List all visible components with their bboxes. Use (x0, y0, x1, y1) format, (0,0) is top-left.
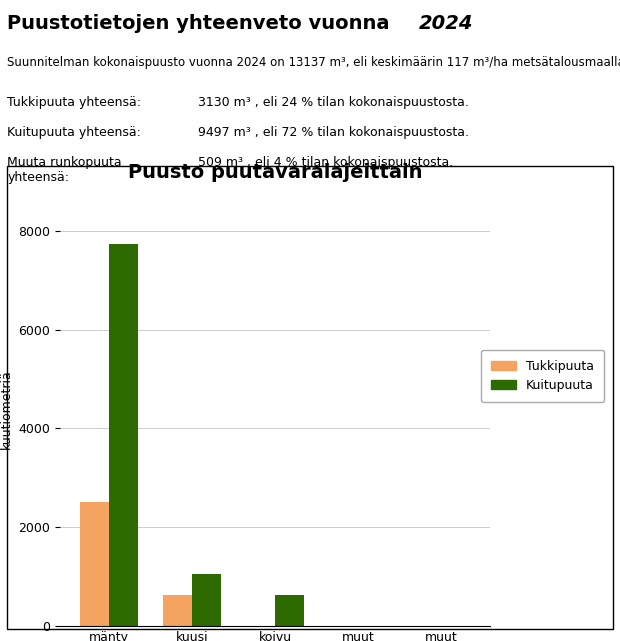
Bar (192, 574, 221, 626)
Text: 9497 m³ , eli 72 % tilan kokonaispuustosta.: 9497 m³ , eli 72 % tilan kokonaispuustos… (198, 126, 469, 139)
Text: Kuitupuuta yhteensä:: Kuitupuuta yhteensä: (7, 126, 141, 139)
Text: 509 m³ , eli 4 % tilan kokonaispuustosta.: 509 m³ , eli 4 % tilan kokonaispuustosta… (198, 156, 454, 169)
Text: Puustotietojen yhteenveto vuonna: Puustotietojen yhteenveto vuonna (7, 14, 397, 33)
Text: 2024: 2024 (418, 14, 473, 33)
Legend: Tukkipuuta, Kuitupuuta: Tukkipuuta, Kuitupuuta (481, 350, 604, 402)
Y-axis label: kuutiometriä: kuutiometriä (0, 369, 13, 449)
Bar (79, 501, 108, 626)
Text: Tukkipuuta yhteensä:: Tukkipuuta yhteensä: (7, 96, 141, 109)
Text: 3130 m³ , eli 24 % tilan kokonaispuustosta.: 3130 m³ , eli 24 % tilan kokonaispuustos… (198, 96, 469, 109)
Text: Suunnitelman kokonaispuusto vuonna 2024 on 13137 m³, eli keskimäärin 117 m³/ha m: Suunnitelman kokonaispuusto vuonna 2024 … (7, 56, 620, 69)
Bar (162, 595, 192, 626)
Bar (275, 595, 304, 626)
Text: Muuta runkopuuta
yhteensä:: Muuta runkopuuta yhteensä: (7, 156, 122, 185)
Bar (108, 244, 138, 626)
Title: Puusto puutavaralajeittain: Puusto puutavaralajeittain (128, 163, 422, 181)
